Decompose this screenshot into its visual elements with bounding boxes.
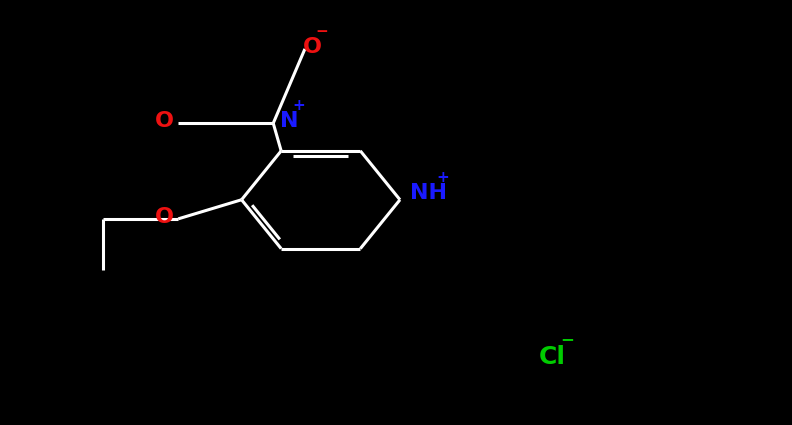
- Text: +: +: [436, 170, 449, 185]
- Text: O: O: [155, 111, 174, 131]
- Text: O: O: [155, 207, 174, 227]
- Text: O: O: [303, 37, 322, 57]
- Text: −: −: [315, 24, 329, 39]
- Text: Cl: Cl: [539, 345, 565, 369]
- Text: −: −: [561, 330, 574, 348]
- Text: +: +: [292, 98, 306, 113]
- Text: N: N: [280, 111, 298, 131]
- Text: NH: NH: [410, 183, 447, 204]
